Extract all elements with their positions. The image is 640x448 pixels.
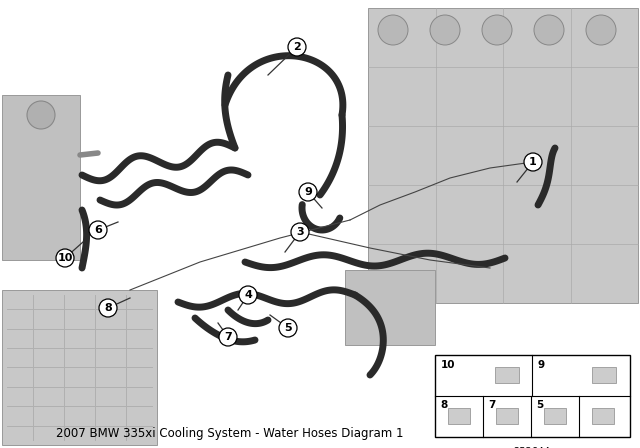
Circle shape — [586, 15, 616, 45]
Text: 3: 3 — [296, 227, 304, 237]
Circle shape — [219, 328, 237, 346]
Circle shape — [482, 15, 512, 45]
Circle shape — [534, 15, 564, 45]
Bar — [2, 95, 80, 260]
Bar — [435, 355, 630, 437]
Text: 2: 2 — [293, 42, 301, 52]
Circle shape — [279, 319, 297, 337]
Text: 8: 8 — [440, 400, 447, 410]
Text: 7: 7 — [488, 400, 495, 410]
Circle shape — [291, 223, 309, 241]
Circle shape — [430, 15, 460, 45]
Text: 8: 8 — [104, 303, 112, 313]
Circle shape — [56, 249, 74, 267]
Text: 9: 9 — [538, 360, 545, 370]
Circle shape — [378, 15, 408, 45]
Text: 10: 10 — [58, 253, 73, 263]
Circle shape — [99, 299, 117, 317]
Text: 5: 5 — [284, 323, 292, 333]
Circle shape — [288, 38, 306, 56]
Text: 4: 4 — [244, 290, 252, 300]
Text: 2007 BMW 335xi Cooling System - Water Hoses Diagram 1: 2007 BMW 335xi Cooling System - Water Ho… — [56, 427, 404, 440]
Text: 1: 1 — [529, 157, 537, 167]
Text: 6: 6 — [94, 225, 102, 235]
Circle shape — [239, 286, 257, 304]
Bar — [368, 8, 638, 303]
Text: 253644: 253644 — [513, 447, 550, 448]
Bar — [592, 408, 614, 424]
Text: 10: 10 — [441, 360, 456, 370]
Bar — [544, 408, 566, 424]
Circle shape — [524, 153, 542, 171]
Circle shape — [89, 221, 107, 239]
Text: 7: 7 — [224, 332, 232, 342]
Text: 9: 9 — [304, 187, 312, 197]
Bar — [2, 290, 157, 445]
Circle shape — [27, 101, 55, 129]
Bar — [495, 367, 519, 383]
Bar — [592, 367, 616, 383]
Bar — [345, 270, 435, 345]
Text: 5: 5 — [536, 400, 543, 410]
Bar — [448, 408, 470, 424]
Circle shape — [299, 183, 317, 201]
Bar — [496, 408, 518, 424]
